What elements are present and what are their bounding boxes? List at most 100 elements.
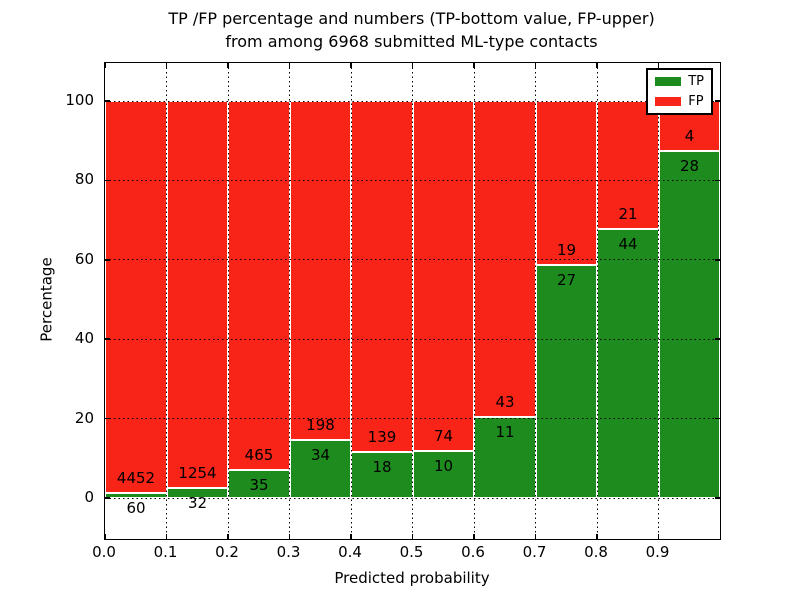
x-tick-mark bbox=[165, 534, 168, 539]
tp-count-label: 10 bbox=[433, 456, 454, 475]
x-tick-mark-top bbox=[596, 63, 598, 68]
x-gridline bbox=[289, 63, 290, 539]
chart-title-line2: from among 6968 submitted ML-type contac… bbox=[225, 32, 598, 51]
x-tick-mark bbox=[227, 534, 229, 539]
fp-count-label: 43 bbox=[495, 393, 515, 412]
x-tick-label: 0.9 bbox=[645, 543, 670, 561]
x-gridline bbox=[596, 63, 598, 539]
y-tick-mark bbox=[105, 338, 110, 340]
bar-fp-segment bbox=[474, 101, 536, 418]
x-tick-label: 0.8 bbox=[584, 543, 608, 561]
bar-tp-segment bbox=[228, 470, 290, 498]
legend-item-tp: TP bbox=[655, 75, 704, 88]
bar-fp-segment bbox=[105, 101, 167, 493]
y-tick-mark bbox=[105, 259, 110, 261]
y-gridline bbox=[105, 497, 720, 499]
fp-count-label: 74 bbox=[433, 426, 454, 445]
fp-count-label: 4452 bbox=[116, 468, 156, 487]
x-gridline bbox=[658, 63, 659, 539]
bar-tp-segment bbox=[658, 150, 720, 498]
x-tick-mark bbox=[411, 534, 414, 539]
x-tick-mark bbox=[596, 534, 598, 539]
x-tick-mark-top bbox=[657, 63, 660, 68]
tp-count-label: 35 bbox=[249, 476, 269, 495]
x-tick-mark bbox=[657, 534, 660, 539]
x-tick-mark-top bbox=[288, 63, 291, 68]
fp-count-label: 198 bbox=[306, 415, 335, 434]
y-axis-label: Percentage bbox=[37, 257, 56, 342]
y-tick-mark-right bbox=[715, 497, 720, 499]
chart-title-line1: TP /FP percentage and numbers (TP-bottom… bbox=[168, 9, 655, 28]
x-tick-mark bbox=[534, 534, 537, 539]
y-tick-label: 100 bbox=[65, 91, 94, 109]
y-tick-mark bbox=[105, 100, 110, 102]
fp-count-label: 139 bbox=[367, 428, 397, 447]
tp-count-label: 60 bbox=[126, 498, 146, 517]
x-gridline bbox=[350, 63, 352, 539]
y-tick-mark-right bbox=[715, 259, 720, 261]
x-gridline bbox=[227, 63, 229, 539]
y-tick-mark-right bbox=[715, 417, 720, 420]
x-tick-mark bbox=[350, 534, 352, 539]
x-tick-mark-top bbox=[227, 63, 229, 68]
fp-count-label: 4 bbox=[684, 126, 695, 145]
x-tick-mark-top bbox=[534, 63, 537, 68]
y-tick-label: 80 bbox=[74, 170, 94, 189]
x-tick-label: 0.2 bbox=[215, 543, 239, 561]
tp-count-label: 34 bbox=[310, 445, 331, 464]
x-tick-mark bbox=[104, 534, 106, 539]
x-axis-label: Predicted probability bbox=[334, 569, 490, 587]
bar-fp-segment bbox=[166, 101, 228, 489]
legend-item-fp: FP bbox=[655, 95, 704, 108]
x-tick-label: 0.3 bbox=[276, 543, 301, 561]
y-tick-mark-right bbox=[715, 100, 720, 102]
legend-label: FP bbox=[688, 94, 704, 109]
x-tick-label: 0.4 bbox=[338, 543, 362, 561]
tp-count-label: 32 bbox=[187, 494, 208, 513]
x-gridline bbox=[535, 63, 536, 539]
fp-count-label: 21 bbox=[618, 205, 638, 224]
fp-count-label: 465 bbox=[244, 446, 274, 465]
y-tick-label: 40 bbox=[74, 329, 94, 348]
y-tick-mark bbox=[105, 497, 110, 499]
bar-fp-segment bbox=[289, 101, 351, 440]
tp-count-label: 27 bbox=[556, 270, 577, 289]
fp-swatch-icon bbox=[655, 97, 682, 106]
x-tick-label: 0.7 bbox=[522, 543, 547, 561]
x-tick-label: 0.1 bbox=[153, 543, 178, 561]
x-tick-mark-top bbox=[165, 63, 168, 68]
y-gridline bbox=[105, 259, 720, 261]
y-gridline bbox=[105, 418, 720, 420]
tp-count-label: 28 bbox=[679, 156, 700, 175]
y-tick-mark-right bbox=[715, 338, 720, 340]
y-tick-label: 0 bbox=[84, 488, 94, 506]
x-gridline bbox=[473, 63, 475, 539]
x-tick-label: 0.0 bbox=[92, 543, 116, 561]
x-gridline bbox=[166, 63, 167, 539]
x-tick-label: 0.5 bbox=[399, 543, 424, 561]
x-tick-mark bbox=[473, 534, 475, 539]
y-tick-label: 60 bbox=[74, 249, 94, 268]
x-tick-mark-top bbox=[411, 63, 414, 68]
tp-count-label: 11 bbox=[495, 423, 515, 442]
bar-fp-segment bbox=[228, 101, 290, 471]
x-tick-mark bbox=[288, 534, 291, 539]
bar-tp-segment bbox=[535, 264, 597, 498]
x-gridline bbox=[412, 63, 413, 539]
legend: TP FP bbox=[646, 68, 713, 115]
y-gridline bbox=[105, 179, 720, 181]
y-tick-label: 20 bbox=[74, 408, 94, 427]
plot-area: 4452 60 1254 32 465 35 198 34 139 18 74 10 43 11 19 27 2… bbox=[104, 62, 721, 540]
bar-fp-segment bbox=[412, 101, 474, 451]
y-gridline bbox=[105, 100, 720, 102]
x-tick-mark-top bbox=[104, 63, 106, 68]
x-tick-mark-top bbox=[350, 63, 352, 68]
bar-fp-segment bbox=[351, 101, 413, 453]
y-gridline bbox=[105, 338, 720, 340]
bar-tp-segment bbox=[597, 229, 659, 498]
fp-count-label: 19 bbox=[556, 240, 577, 259]
y-tick-mark bbox=[105, 417, 110, 420]
tp-count-label: 44 bbox=[618, 235, 638, 254]
tp-swatch-icon bbox=[655, 77, 682, 86]
